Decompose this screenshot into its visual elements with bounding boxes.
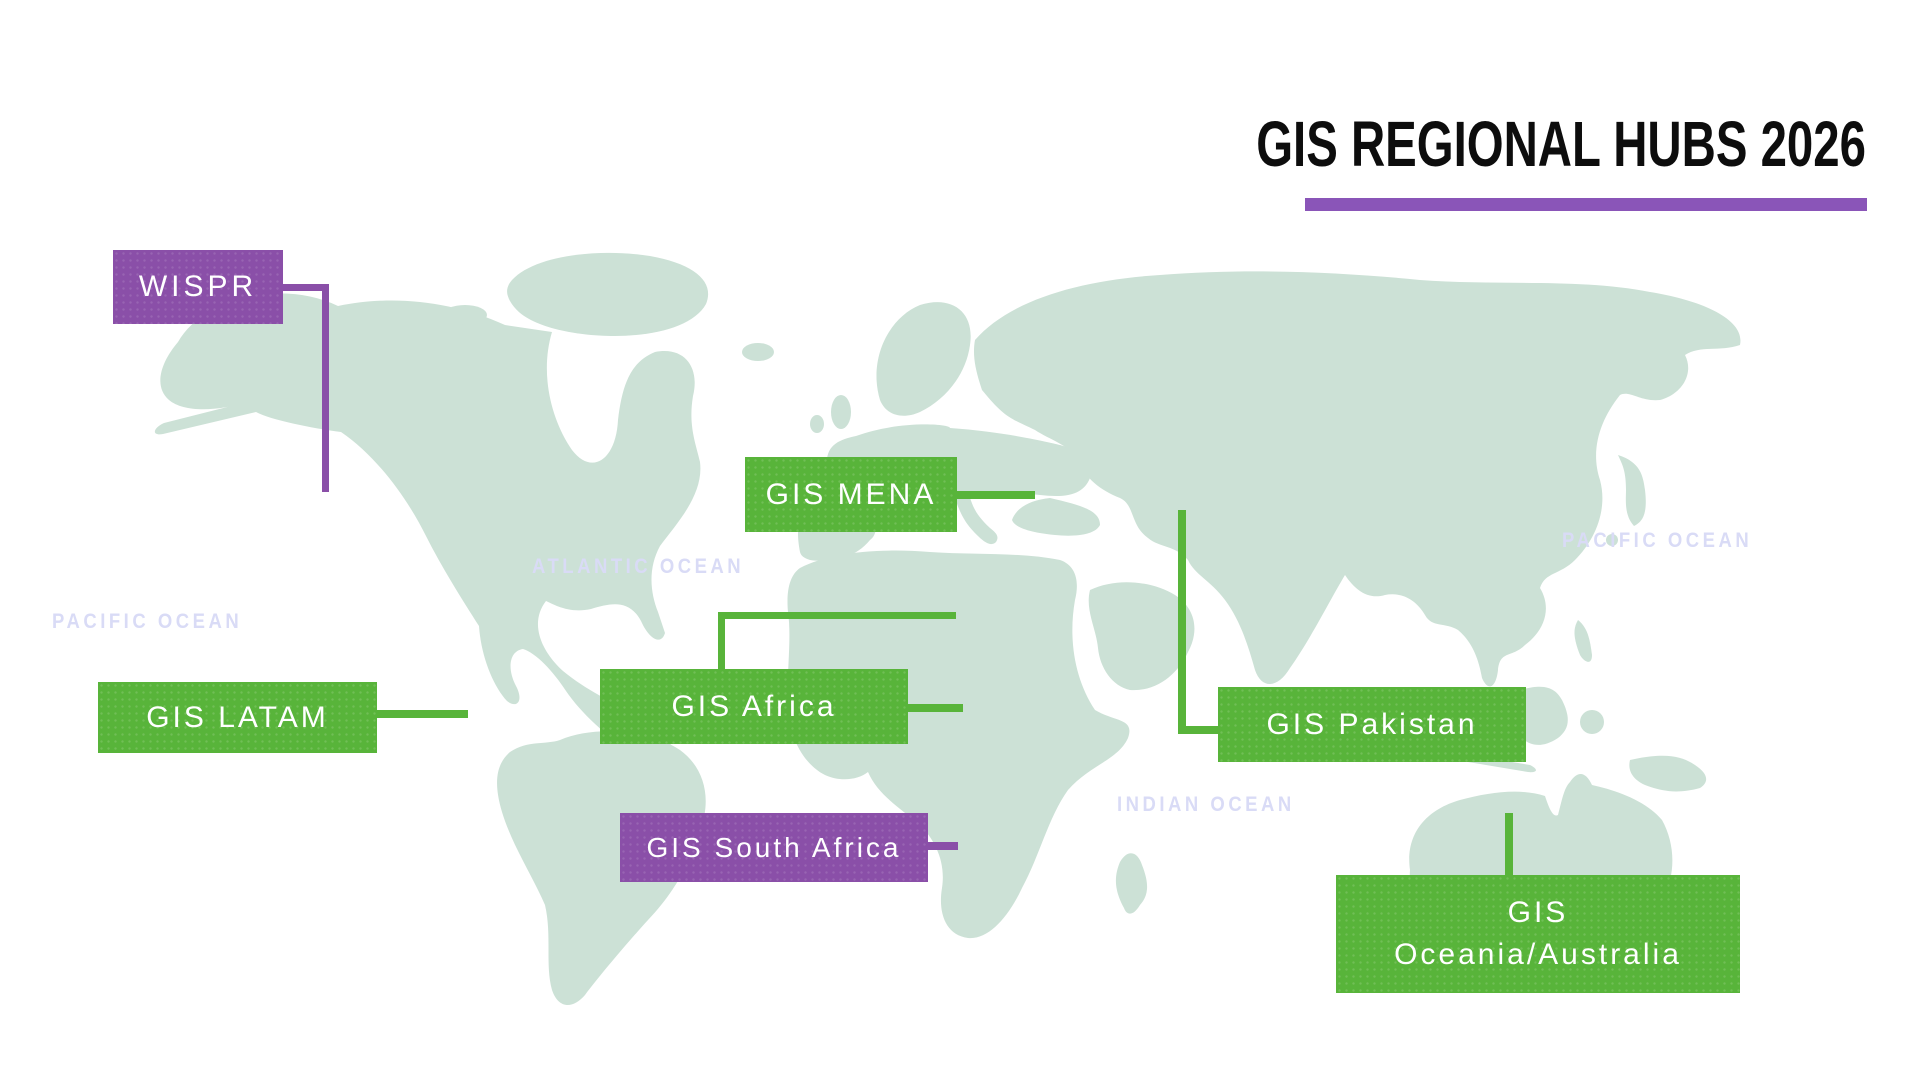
connector-mena: [957, 491, 1035, 499]
connector-oceania-vertical: [1505, 813, 1513, 875]
landmass-new-guinea: [1629, 755, 1707, 792]
connector-latam: [377, 710, 468, 718]
ocean-label-indian: INDIAN OCEAN: [1117, 793, 1295, 816]
connector-africa-vertical: [718, 612, 725, 672]
hub-label-south-africa: GIS South Africa: [620, 813, 928, 882]
landmass-north-america: [154, 293, 701, 791]
hub-label-wispr: WISPR: [113, 250, 283, 324]
landmass-uk: [831, 395, 851, 429]
landmass-madagascar: [1115, 853, 1148, 914]
connector-wispr-vertical: [322, 284, 329, 492]
landmass-asia: [973, 271, 1741, 687]
landmass-ireland: [810, 415, 824, 433]
ocean-label-atlantic: ATLANTIC OCEAN: [532, 555, 745, 578]
landmass-anatolia: [1012, 498, 1100, 536]
landmass-arabia: [1088, 582, 1195, 691]
connector-south-africa: [928, 842, 958, 850]
hub-label-africa: GIS Africa: [600, 669, 908, 744]
landmass-scandinavia: [876, 302, 971, 416]
hub-label-oceania-line2: Oceania/Australia: [1394, 938, 1682, 971]
landmass-japan-island: [1606, 534, 1618, 546]
hub-label-mena: GIS MENA: [745, 457, 957, 532]
title-underline: [1305, 198, 1867, 211]
landmass-south-america: [497, 731, 706, 1006]
hub-label-oceania-line1: GIS: [1507, 896, 1569, 929]
hub-label-oceania: GIS Oceania/Australia: [1336, 875, 1740, 993]
hub-label-latam: GIS LATAM: [98, 682, 377, 753]
ocean-label-pacific-west: PACIFIC OCEAN: [52, 610, 243, 633]
connector-africa-top-horizontal: [718, 612, 956, 619]
landmass-italy: [955, 498, 998, 545]
connector-pakistan-vertical: [1178, 510, 1186, 734]
landmass-iceland: [742, 343, 774, 361]
landmass-arctic-island: [429, 337, 461, 353]
connector-pakistan-horizontal: [1178, 726, 1218, 734]
landmass-philippines: [1574, 620, 1592, 662]
landmass-arctic-island: [443, 305, 487, 325]
landmass-greenland: [507, 252, 709, 336]
connector-wispr-horizontal: [283, 284, 329, 291]
page-title: GIS REGIONAL HUBS 2026: [1256, 108, 1866, 180]
ocean-label-pacific-east: PACIFIC OCEAN: [1562, 529, 1753, 552]
connector-africa-right: [908, 704, 963, 712]
landmass-japan: [1618, 455, 1646, 526]
hub-label-pakistan: GIS Pakistan: [1218, 687, 1526, 762]
landmass-borneo: [1515, 686, 1568, 745]
landmass-sulawesi: [1580, 710, 1604, 734]
landmass-africa: [787, 550, 1130, 939]
